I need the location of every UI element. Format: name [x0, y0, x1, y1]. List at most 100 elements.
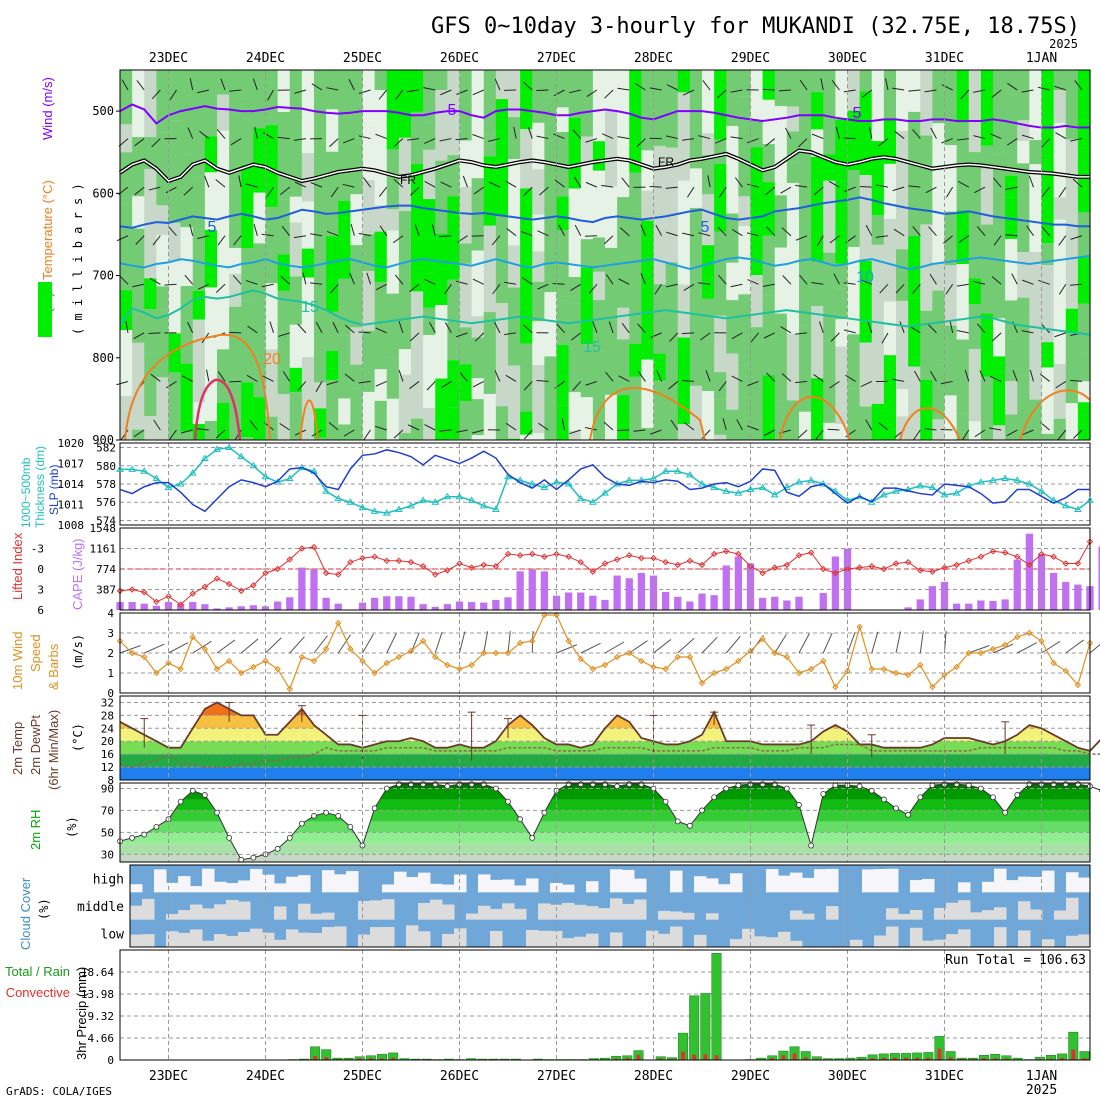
rh-cell	[241, 300, 254, 383]
rh-legend-swatch	[38, 282, 52, 337]
thickness-point	[892, 487, 900, 494]
wind-barb	[164, 283, 177, 286]
wind-barb	[943, 235, 953, 244]
rh-point	[589, 781, 596, 787]
cloud-cell	[670, 911, 683, 920]
wind-barb	[189, 223, 194, 236]
wind10m-barb	[192, 640, 212, 654]
rh-cell	[362, 271, 376, 331]
rh-cell	[144, 70, 157, 138]
precip-run-total: Run Total = 106.63	[945, 953, 1086, 968]
lifted-index-point	[577, 558, 584, 566]
thickness-point	[710, 483, 719, 491]
wind10m-barb	[992, 643, 1014, 654]
slp-ylabel-text: SLP (mb)	[47, 465, 61, 515]
rh-cell	[932, 70, 946, 124]
rh-cell	[883, 355, 897, 388]
rh-point	[1074, 781, 1081, 787]
rh-cell	[714, 231, 727, 316]
cloud-cell	[214, 881, 227, 893]
cloud-cell	[502, 879, 515, 893]
rh-cell	[592, 70, 606, 142]
wind-barb	[665, 283, 678, 288]
wind-barb	[398, 321, 404, 334]
rh-cell	[374, 400, 388, 440]
rh-point	[759, 781, 766, 787]
wind-barb	[462, 175, 469, 188]
wind-barb	[698, 232, 711, 237]
slp-tick-label: 1017	[58, 458, 85, 471]
wind-barb	[843, 282, 856, 285]
rh-cell	[459, 243, 473, 264]
wind-barb	[504, 281, 517, 285]
wind10m-point	[492, 649, 500, 657]
wind-barb	[472, 134, 484, 140]
wind-barb	[1026, 225, 1034, 236]
rh-cell	[823, 422, 836, 440]
thickness-point	[407, 501, 415, 509]
wind-barb	[409, 381, 420, 390]
cloud-cell	[634, 899, 647, 920]
wind10m-point	[541, 611, 548, 619]
cape-bar	[237, 606, 245, 610]
temp-tick-label: 8	[107, 774, 114, 787]
temp-ylabel-text: (6hr Min/Max)	[46, 710, 61, 790]
wind-barb	[392, 235, 404, 244]
thickness-point	[237, 452, 246, 460]
cloud-cell	[382, 926, 395, 947]
rh-cell	[786, 162, 800, 183]
wind-barb	[245, 183, 258, 188]
cloud-cell	[886, 908, 899, 920]
precip-convective-bar	[1060, 1058, 1065, 1060]
rh-cell	[883, 118, 897, 164]
cloud-cell	[466, 913, 479, 920]
cape-bar	[467, 602, 476, 610]
wind-barb	[132, 283, 145, 288]
wind10m-point	[577, 655, 584, 663]
wind-barb	[722, 418, 727, 431]
rh-cell	[835, 319, 849, 347]
wind-barb	[941, 84, 953, 91]
wind-barb	[180, 429, 193, 434]
wind-barb	[573, 176, 582, 188]
rh-cell	[568, 277, 582, 304]
rh-cell	[229, 306, 242, 329]
wind-barb	[603, 421, 614, 431]
rh-cell	[1077, 353, 1091, 382]
cloud-cell	[1078, 877, 1091, 893]
rh-cell	[847, 334, 861, 389]
cloud-cell	[754, 936, 767, 947]
wind-barb	[892, 378, 905, 382]
wind-barb	[731, 332, 743, 340]
thickness-point	[1025, 480, 1034, 487]
lifted-index-point	[383, 557, 390, 565]
lifted-index-point	[201, 583, 209, 590]
precip-convective-bar	[1004, 1058, 1009, 1060]
wind-barb	[342, 183, 355, 188]
rh-cell	[592, 300, 606, 351]
wind-barb	[414, 224, 420, 236]
rh-cell	[677, 70, 691, 93]
rh-cell	[204, 421, 218, 440]
cape-bar	[783, 600, 791, 610]
rh-cell	[629, 172, 642, 212]
wind-barb	[1054, 332, 1066, 338]
rh-cell	[799, 325, 812, 412]
wind-barb	[310, 182, 323, 188]
wind-barb	[979, 370, 986, 382]
cape-bar	[916, 599, 924, 610]
wind-barb	[523, 324, 533, 334]
thickness-point	[491, 505, 500, 513]
rh-cell	[362, 70, 376, 128]
thickness-ylabel-main: Thickness (dm)	[33, 446, 47, 528]
thickness-point	[176, 480, 185, 487]
wind-barb	[765, 138, 776, 147]
wind-barb	[269, 321, 275, 334]
rh-unit-text: (%)	[65, 816, 79, 838]
cloud-cell	[826, 906, 839, 920]
lifted-index-point	[638, 554, 645, 562]
wind-barb	[687, 186, 695, 198]
rh-point	[820, 791, 827, 797]
cape-bar	[1074, 584, 1082, 610]
cloud-cell	[538, 930, 551, 947]
